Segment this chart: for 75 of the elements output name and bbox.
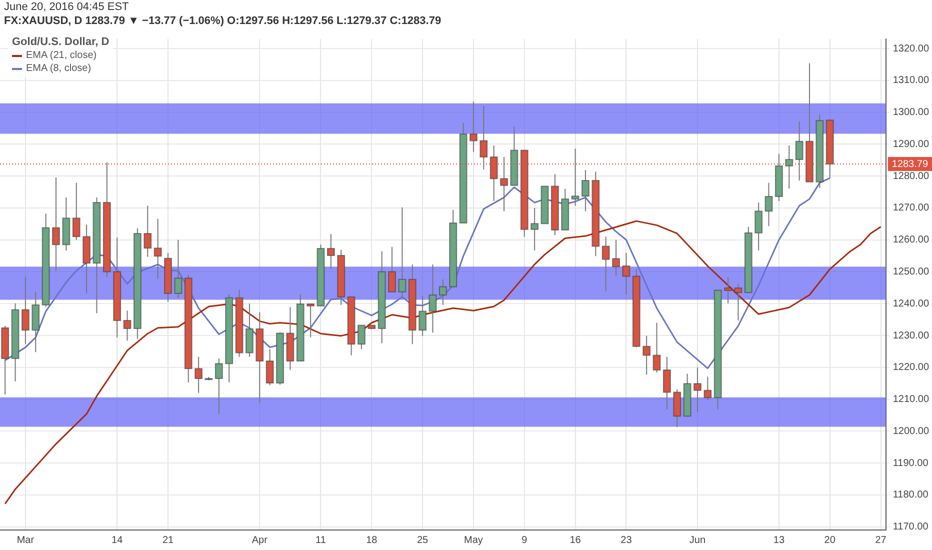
candlestick bbox=[662, 356, 671, 410]
legend-label: EMA (8, close) bbox=[26, 62, 92, 75]
x-tick-label: May bbox=[464, 534, 483, 546]
candlestick bbox=[785, 144, 794, 190]
y-tick-label: 1290.00 bbox=[892, 138, 930, 150]
candlestick bbox=[571, 148, 580, 206]
x-tick-label: 13 bbox=[773, 534, 785, 546]
candlestick bbox=[602, 236, 610, 292]
y-tick-label: 1190.00 bbox=[892, 458, 929, 469]
x-tick-label: 20 bbox=[824, 534, 836, 546]
chart-title: Gold/U.S. Dollar, D bbox=[12, 36, 110, 49]
chart-subtitle: FX:XAUUSD, D 1283.79 ▼ −13.77 (−1.06%) O:1297.56 H:1297.56 L:1279.37 C:1283.79 bbox=[4, 14, 442, 28]
y-tick-label: 1170.00 bbox=[892, 522, 929, 533]
candlestick bbox=[734, 283, 742, 322]
candlestick bbox=[652, 322, 661, 373]
x-tick-label: 14 bbox=[112, 534, 124, 546]
candlestick bbox=[418, 295, 427, 336]
y-tick-label: 1280.00 bbox=[892, 170, 930, 182]
candlestick bbox=[398, 206, 406, 300]
candlestick bbox=[266, 348, 274, 386]
candlestick bbox=[358, 324, 366, 350]
candlestick bbox=[622, 252, 630, 295]
x-tick-label: Apr bbox=[252, 534, 268, 546]
candlestick bbox=[694, 366, 702, 413]
candlestick bbox=[21, 276, 30, 345]
y-tick-label: 1210.00 bbox=[892, 394, 930, 406]
candlestick bbox=[194, 356, 203, 394]
candlestick bbox=[144, 205, 152, 258]
candlestick bbox=[764, 182, 773, 227]
y-tick-label: 1310.00 bbox=[892, 75, 930, 86]
y-tick-label: 1300.00 bbox=[892, 107, 930, 118]
x-tick-label: 16 bbox=[570, 534, 582, 546]
candlestick bbox=[673, 388, 682, 428]
candlestick bbox=[214, 358, 223, 414]
candlestick bbox=[754, 202, 763, 251]
x-tick-label: Jun bbox=[689, 534, 706, 546]
y-tick-label: 1320.00 bbox=[892, 43, 930, 54]
x-tick-label: 9 bbox=[522, 534, 528, 546]
candlestick bbox=[52, 176, 60, 272]
x-tick-label: 11 bbox=[316, 534, 326, 546]
candlestick bbox=[72, 182, 80, 240]
candlestick bbox=[724, 276, 732, 304]
candlestick bbox=[306, 303, 315, 338]
candlestick bbox=[530, 207, 539, 251]
candlestick bbox=[123, 310, 132, 342]
y-tick-label: 1260.00 bbox=[892, 234, 930, 246]
candlestick bbox=[704, 376, 712, 401]
candlestick bbox=[438, 278, 447, 306]
x-tick-label: 18 bbox=[366, 534, 378, 546]
y-tick-label: 1270.00 bbox=[892, 202, 930, 214]
y-tick-label: 1250.00 bbox=[892, 266, 930, 278]
candlestick bbox=[326, 234, 335, 270]
candlestick bbox=[470, 100, 478, 152]
x-tick-label: 25 bbox=[417, 534, 429, 546]
x-tick-label: 27 bbox=[875, 534, 887, 546]
candlestick bbox=[246, 303, 254, 358]
y-tick-label: 1180.00 bbox=[892, 490, 929, 501]
x-tick-label: 23 bbox=[620, 534, 632, 546]
y-tick-label: 1220.00 bbox=[892, 362, 930, 374]
x-tick-label: 21 bbox=[162, 534, 174, 546]
ref-line-label: 1283.79 bbox=[892, 158, 928, 170]
candlestick bbox=[612, 239, 620, 276]
y-tick-label: 1230.00 bbox=[892, 330, 930, 342]
candlestick bbox=[154, 218, 162, 280]
y-tick-label: 1200.00 bbox=[892, 426, 930, 437]
y-tick-label: 1240.00 bbox=[892, 298, 930, 310]
candlestick bbox=[388, 246, 396, 292]
legend-label: EMA (21, close) bbox=[26, 49, 97, 62]
candlestick bbox=[428, 264, 437, 334]
candlestick bbox=[642, 335, 651, 376]
candlestick bbox=[582, 170, 590, 212]
candlestick bbox=[795, 120, 804, 182]
candlestick bbox=[174, 239, 182, 298]
x-tick-label: Mar bbox=[16, 534, 35, 546]
text: June 20, 2016 04:45 EST bbox=[4, 0, 130, 14]
